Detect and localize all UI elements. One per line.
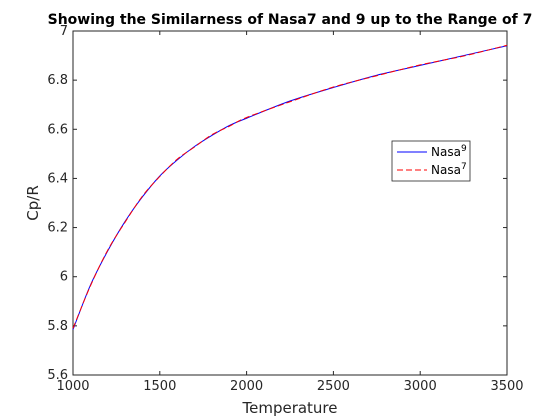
y-axis: 5.6 5.8 6 6.2 6.4 6.6 6.8 7 xyxy=(47,24,507,383)
y-tick-label: 5.6 xyxy=(47,368,68,383)
x-tick-label: 3000 xyxy=(404,379,437,394)
series-line-nasa7 xyxy=(72,44,508,329)
legend-label-name: Nasa xyxy=(431,163,461,177)
legend-label: Nasa7 xyxy=(431,162,467,177)
y-tick-label: 5.8 xyxy=(47,319,68,334)
y-tick-label: 6.6 xyxy=(47,122,68,137)
legend-box xyxy=(391,140,471,182)
legend-label-superscript: 9 xyxy=(461,144,467,154)
y-tick-label: 6.2 xyxy=(47,221,68,236)
y-tick-label: 6.4 xyxy=(47,171,68,186)
legend-label: Nasa9 xyxy=(431,144,467,159)
x-tick-label: 3500 xyxy=(490,379,523,394)
y-tick-label: 6 xyxy=(60,270,68,285)
x-axis-label: Temperature xyxy=(241,399,337,417)
x-axis: 1000 1500 2000 2500 3000 3500 xyxy=(56,31,524,394)
legend-label-superscript: 7 xyxy=(461,162,467,172)
y-tick-label: 7 xyxy=(60,24,68,39)
series-lines xyxy=(72,44,508,330)
y-axis-label: Cp/R xyxy=(24,185,42,220)
x-tick-label: 2000 xyxy=(230,379,263,394)
plot-area xyxy=(72,30,508,376)
x-tick-label: 1500 xyxy=(143,379,176,394)
legend-label-name: Nasa xyxy=(431,145,461,159)
chart-title: Showing the Similarness of Nasa7 and 9 u… xyxy=(48,12,533,28)
x-tick-label: 2500 xyxy=(317,379,350,394)
y-tick-label: 6.8 xyxy=(47,73,68,88)
x-tick-label: 1000 xyxy=(56,379,89,394)
